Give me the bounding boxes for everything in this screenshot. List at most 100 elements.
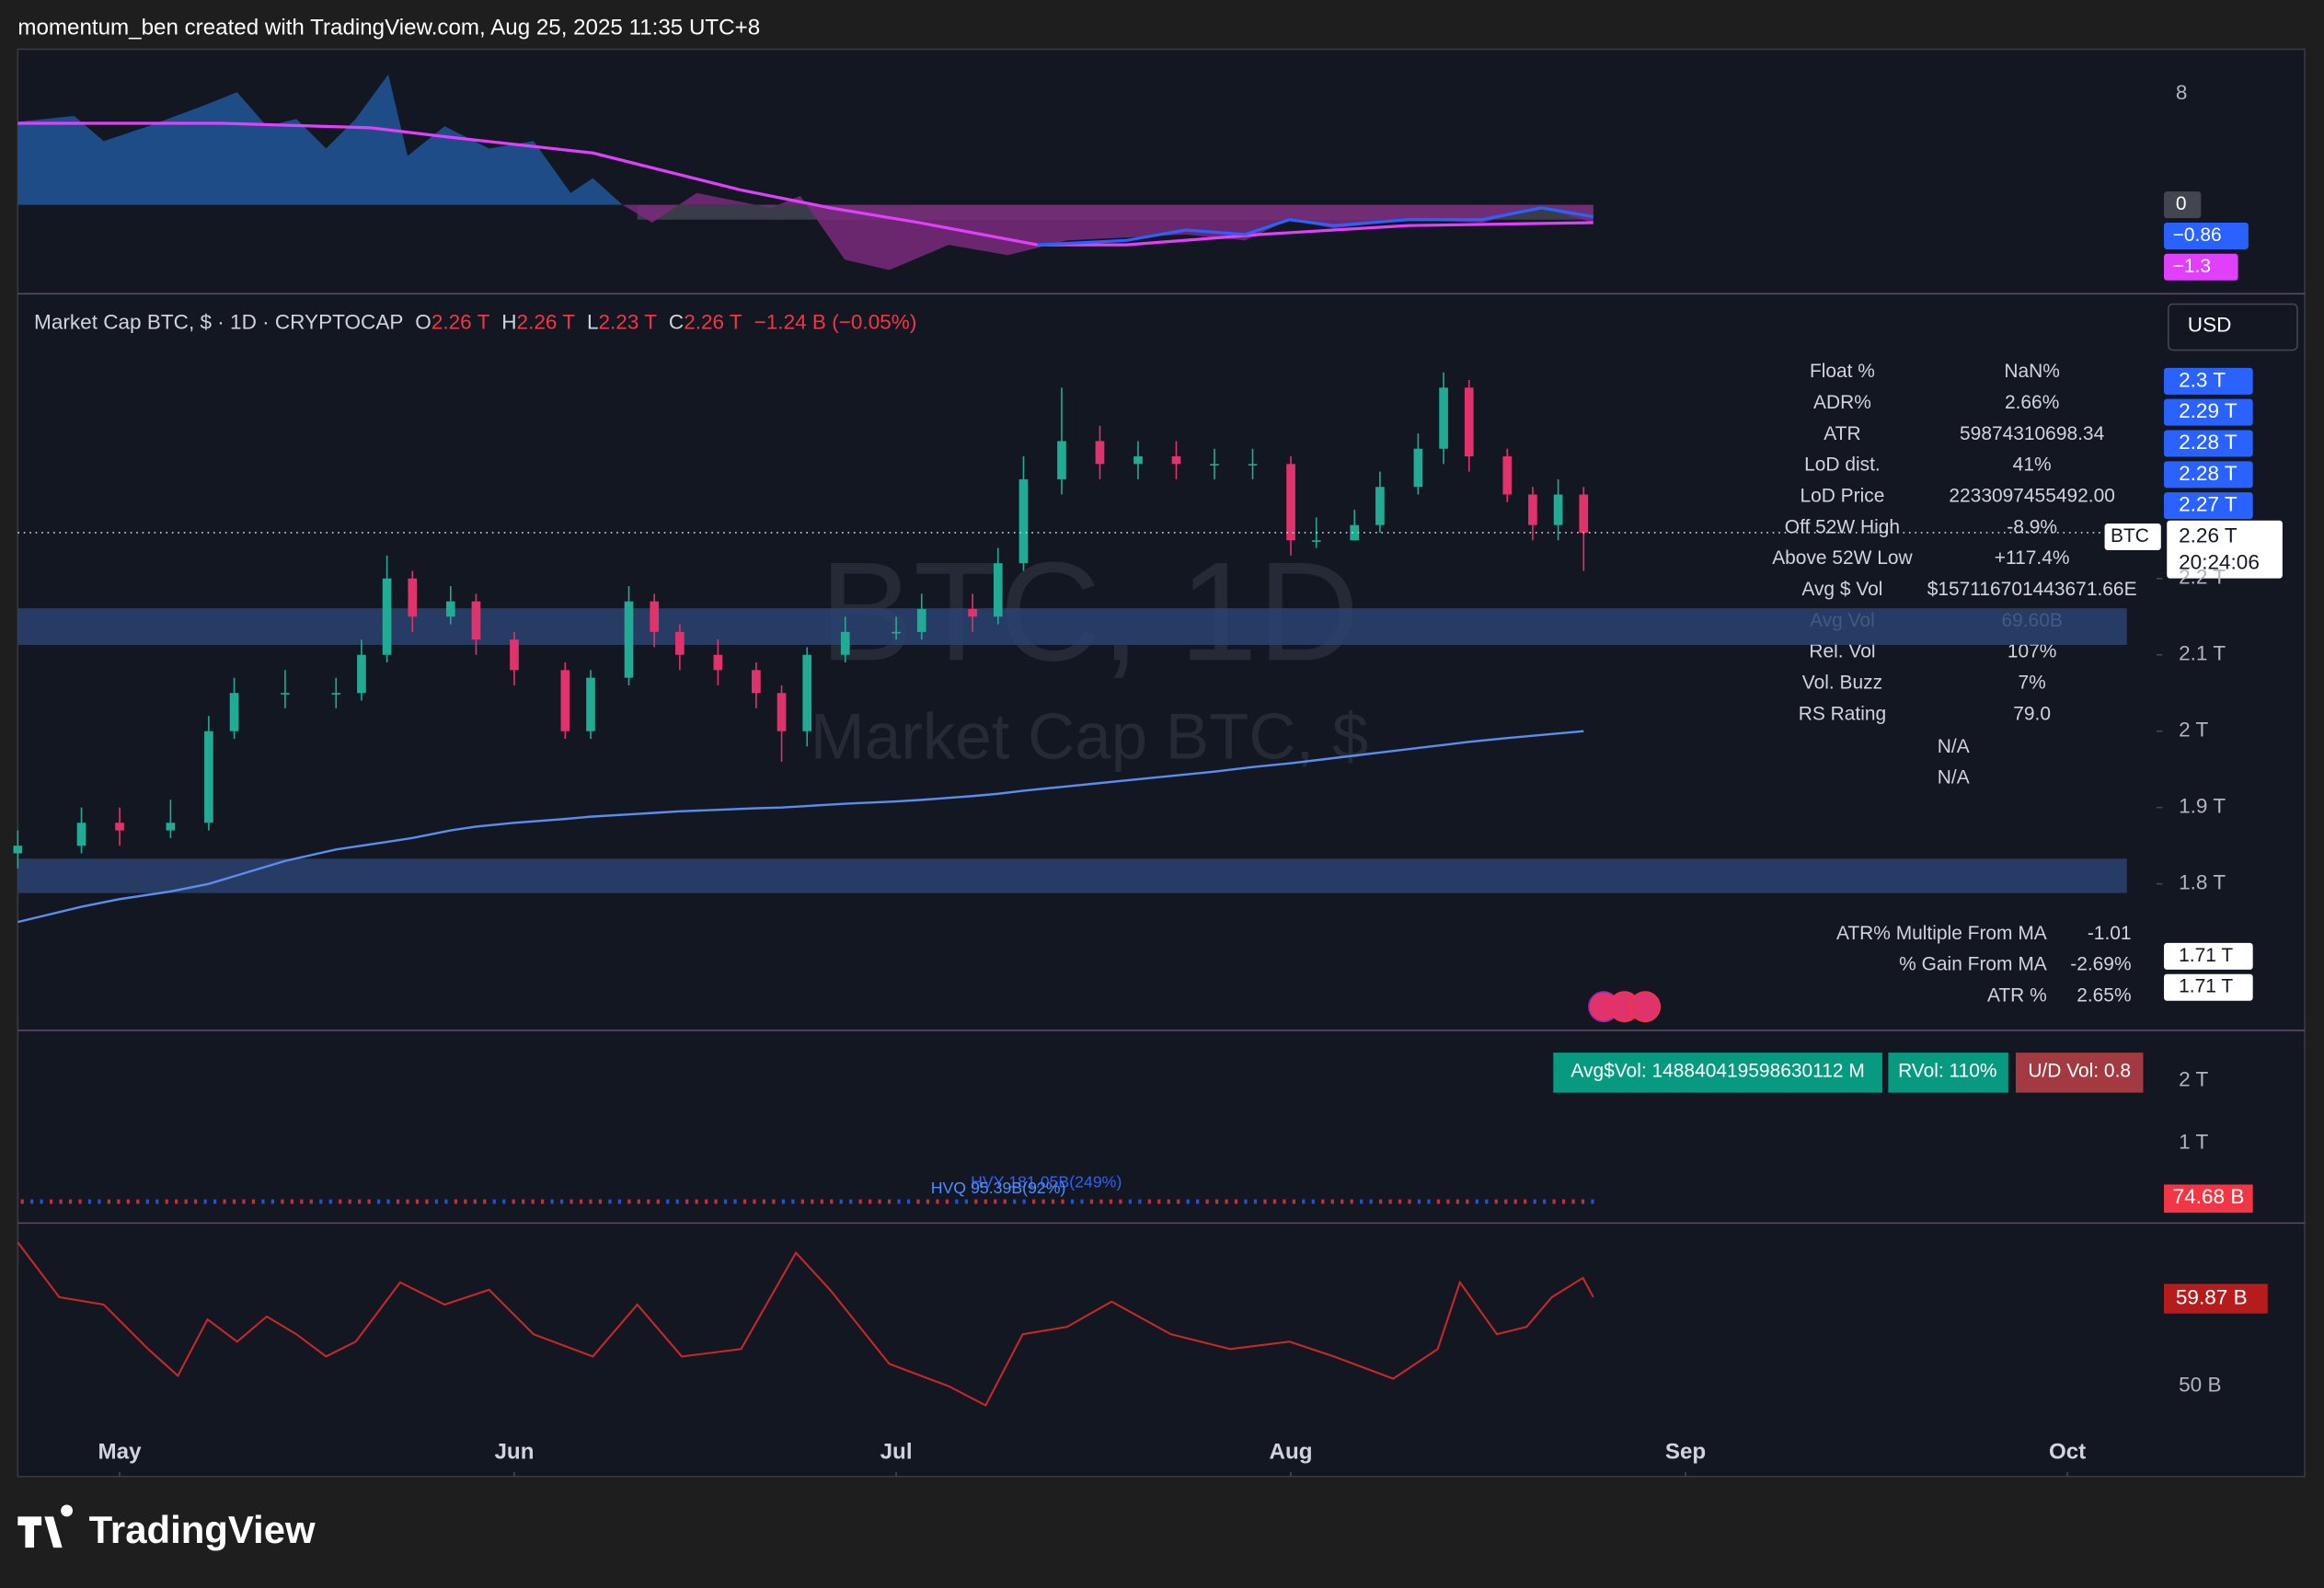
- volume-bar: [328, 1199, 332, 1204]
- badge-text: Avg$Vol: 148840419598630112 M: [1570, 1061, 1864, 1082]
- volume-bar: [1272, 1199, 1277, 1204]
- volume-bar: [184, 1199, 188, 1204]
- volume-bar: [598, 1199, 603, 1204]
- volume-bar: [1263, 1199, 1267, 1204]
- indicator-price: 2.28 T: [2179, 462, 2238, 485]
- volume-bar: [1369, 1199, 1373, 1204]
- label-box: [2164, 430, 2253, 457]
- volume-bar: [367, 1199, 371, 1204]
- legend-key: O: [415, 310, 431, 333]
- volume-bar: [569, 1199, 573, 1204]
- symbol-label: BTC: [2111, 525, 2149, 547]
- event-flag[interactable]: [1629, 991, 1662, 1023]
- candle-body: [1464, 387, 1474, 457]
- volume-bar: [59, 1199, 63, 1204]
- volume-bar: [1022, 1199, 1026, 1204]
- candle-body: [281, 693, 290, 695]
- volume-bar: [1398, 1199, 1402, 1204]
- candle-body: [13, 846, 23, 854]
- volume-tick: 1 T: [2179, 1130, 2208, 1153]
- volume-bar: [1446, 1199, 1450, 1204]
- volume-bar: [1070, 1199, 1075, 1204]
- candle-body: [76, 823, 86, 846]
- candle-body: [471, 601, 481, 640]
- low-label: 1.71 T: [2179, 976, 2233, 997]
- volume-bar: [203, 1199, 207, 1204]
- volume-bar: [772, 1199, 776, 1204]
- volume-bar: [376, 1199, 381, 1204]
- volume-bar: [464, 1199, 467, 1204]
- stat-value: 2233097455492.00: [1949, 486, 2114, 507]
- volume-bar: [98, 1199, 101, 1204]
- volume-bar: [522, 1199, 525, 1204]
- volume-bar: [309, 1199, 313, 1204]
- volume-bar: [762, 1199, 766, 1204]
- stat-value: 41%: [2013, 455, 2052, 476]
- candle-body: [408, 578, 418, 617]
- stat-value: +117.4%: [1995, 547, 2070, 569]
- volume-bar: [608, 1199, 612, 1204]
- volume-bar: [936, 1199, 939, 1204]
- x-tick-label: Oct: [2049, 1439, 2086, 1464]
- label-box: [2164, 367, 2253, 395]
- stat-label: Float %: [1810, 361, 1875, 382]
- stat-label: ATR: [1824, 423, 1860, 444]
- volume-bar: [512, 1199, 515, 1204]
- volume-bar: [1119, 1199, 1122, 1204]
- label-box: [2164, 461, 2253, 489]
- stat-label: LoD dist.: [1804, 455, 1881, 476]
- x-tick-label: Jul: [880, 1439, 913, 1464]
- stat-value: -8.9%: [2007, 516, 2057, 537]
- volume-bar: [1089, 1199, 1094, 1204]
- volume-bar: [1292, 1199, 1295, 1204]
- volume-bar: [1475, 1199, 1478, 1204]
- currency-button[interactable]: [2168, 303, 2298, 351]
- currency[interactable]: USD: [2188, 314, 2232, 337]
- label-box: [2164, 253, 2238, 281]
- volume-bar: [270, 1199, 275, 1204]
- x-tick-label: Sep: [1665, 1439, 1706, 1464]
- volume-bar: [849, 1199, 853, 1204]
- volume-bar: [1214, 1199, 1219, 1204]
- volume-bar: [1417, 1199, 1421, 1204]
- credit: momentum_ben created with TradingView.co…: [17, 15, 760, 40]
- volume-bar: [1032, 1199, 1036, 1204]
- x-tick-label: Jun: [495, 1439, 535, 1464]
- volume-bar: [223, 1199, 226, 1204]
- candle-body: [1502, 456, 1513, 495]
- indicator-price: 2.3 T: [2179, 368, 2226, 391]
- lower-line: [17, 1241, 1594, 1407]
- volume-bar: [781, 1199, 786, 1204]
- volume-bar: [820, 1199, 823, 1204]
- volume-bar: [1485, 1199, 1489, 1204]
- zone: [17, 858, 2127, 893]
- volume-bar: [1455, 1199, 1459, 1204]
- indicator-drawing: [17, 74, 1594, 270]
- indicator-label: −0.86: [2173, 224, 2222, 246]
- volume-bar: [194, 1199, 198, 1204]
- candle-body: [1553, 494, 1563, 525]
- volume-bar: [945, 1199, 949, 1204]
- volume-bar: [1157, 1199, 1161, 1204]
- volume-bar: [1533, 1199, 1536, 1204]
- candle-body: [1018, 478, 1029, 564]
- candle-body: [993, 563, 1003, 617]
- volume-bar: [541, 1199, 545, 1204]
- stat-label: ADR%: [1813, 392, 1871, 413]
- volume-bar: [589, 1199, 593, 1204]
- volume-bar: [1504, 1199, 1508, 1204]
- volume-bar: [1494, 1199, 1498, 1204]
- volume-bar: [213, 1199, 217, 1204]
- volume-bar: [1109, 1199, 1113, 1204]
- indicator-line: [17, 121, 1593, 247]
- volume-bar: [49, 1199, 53, 1204]
- volume-bar: [1581, 1199, 1585, 1204]
- volume-bar: [242, 1199, 246, 1204]
- brand: TradingView: [17, 1504, 316, 1551]
- zone: [17, 608, 2127, 645]
- volume-bar: [627, 1199, 631, 1204]
- volume-bar: [1408, 1199, 1411, 1204]
- volume-bars: [20, 1199, 1594, 1204]
- brand-name: TradingView: [89, 1508, 316, 1551]
